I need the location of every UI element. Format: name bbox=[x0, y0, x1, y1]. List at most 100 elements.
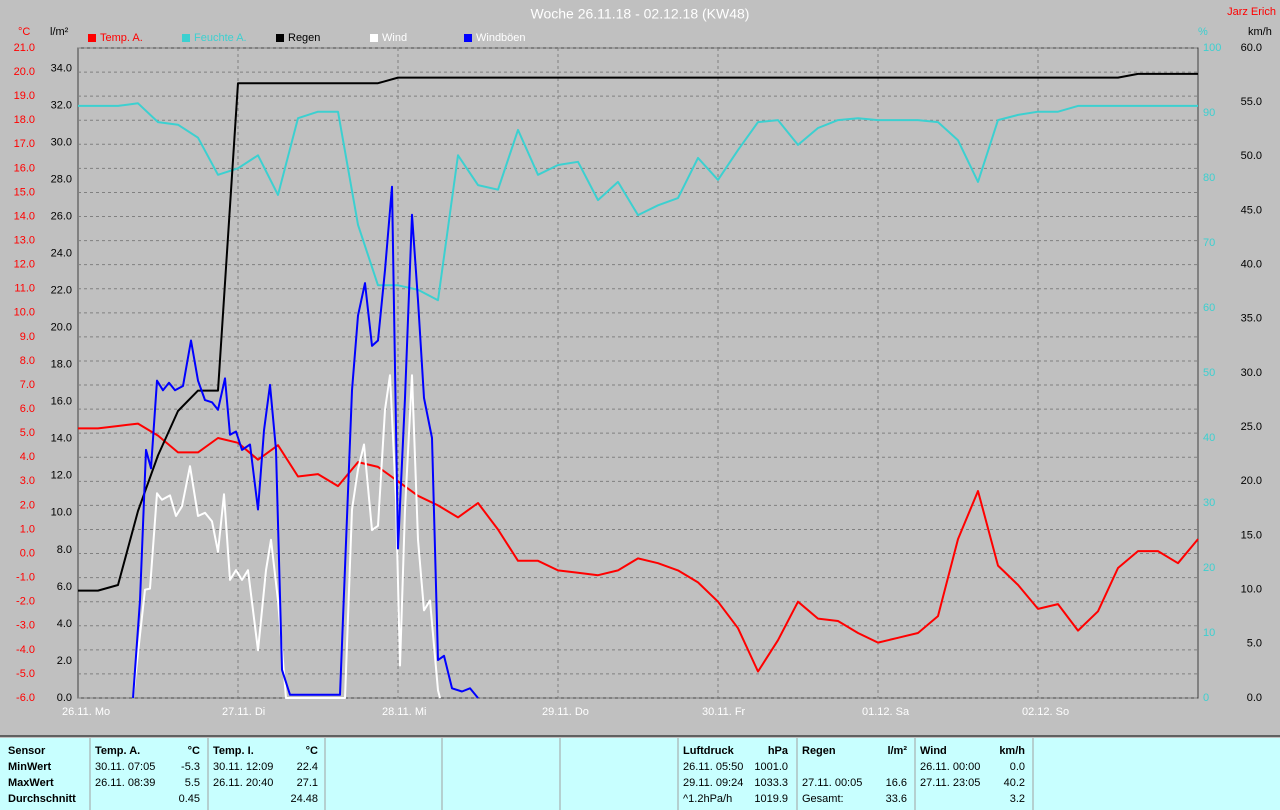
table-cell: Temp. A. bbox=[95, 745, 141, 757]
chart: Woche 26.11.18 - 02.12.18 (KW48) Jarz Er… bbox=[0, 6, 1280, 737]
y3-tick-label: 0 bbox=[1203, 692, 1209, 704]
table-cell: 5.5 bbox=[184, 777, 200, 789]
table-cell: Sensor bbox=[8, 745, 46, 757]
y2-tick-label: 26.0 bbox=[51, 210, 72, 222]
y2-tick-label: 20.0 bbox=[51, 322, 72, 334]
table-cell: 27.11. 00:05 bbox=[802, 777, 863, 789]
y-tick-label: 0.0 bbox=[20, 547, 35, 559]
y2-axis-unit: l/m² bbox=[50, 26, 69, 38]
table-cell: Wind bbox=[920, 745, 947, 757]
y-tick-label: 6.0 bbox=[20, 403, 35, 415]
table-cell: 27.1 bbox=[296, 777, 318, 789]
table-cell: 24.48 bbox=[290, 793, 318, 805]
y2-tick-label: 6.0 bbox=[57, 581, 72, 593]
y-tick-label: 17.0 bbox=[14, 138, 35, 150]
y-tick-label: 12.0 bbox=[14, 259, 35, 271]
y-tick-label: -4.0 bbox=[16, 644, 35, 656]
legend-swatch bbox=[276, 34, 284, 42]
y2-tick-label: 24.0 bbox=[51, 247, 72, 259]
y2-tick-label: 14.0 bbox=[51, 433, 72, 445]
table-cell: km/h bbox=[999, 745, 1025, 757]
y2-tick-label: 16.0 bbox=[51, 396, 72, 408]
y-tick-label: 2.0 bbox=[20, 499, 35, 511]
y-tick-label: 16.0 bbox=[14, 162, 35, 174]
legend-swatch bbox=[464, 34, 472, 42]
table-cell: 30.11. 07:05 bbox=[95, 761, 156, 773]
y-tick-label: -1.0 bbox=[16, 572, 35, 584]
y-tick-label: 20.0 bbox=[14, 66, 35, 78]
y2-tick-label: 18.0 bbox=[51, 359, 72, 371]
y-tick-label: 1.0 bbox=[20, 523, 35, 535]
y4-tick-label: 20.0 bbox=[1241, 475, 1262, 487]
legend-label: Temp. A. bbox=[100, 32, 143, 44]
y-tick-label: 15.0 bbox=[14, 186, 35, 198]
y-tick-label: -5.0 bbox=[16, 668, 35, 680]
table-lines bbox=[89, 738, 1034, 810]
y-tick-label: 7.0 bbox=[20, 379, 35, 391]
y-tick-label: 3.0 bbox=[20, 475, 35, 487]
y3-tick-label: 50 bbox=[1203, 367, 1215, 379]
table-cell: Luftdruck bbox=[683, 745, 734, 757]
stats-table: Sensor MinWert MaxWert Durchschnitt Temp. A.… bbox=[0, 738, 1280, 810]
x-tick-label: 28.11. Mi bbox=[382, 706, 426, 718]
table-cell: Regen bbox=[802, 745, 836, 757]
y-tick-label: 9.0 bbox=[20, 331, 35, 343]
x-tick-label: 01.12. Sa bbox=[862, 706, 910, 718]
y2-tick-label: 4.0 bbox=[57, 618, 72, 630]
y3-tick-label: 90 bbox=[1203, 107, 1215, 119]
legend-label: Windböen bbox=[476, 32, 526, 44]
table-cell: 16.6 bbox=[885, 777, 907, 789]
y3-tick-label: 20 bbox=[1203, 562, 1215, 574]
table-cell: 22.4 bbox=[296, 761, 318, 773]
table-cell: Durchschnitt bbox=[8, 793, 76, 805]
y3-tick-label: 80 bbox=[1203, 172, 1215, 184]
y3-tick-label: 40 bbox=[1203, 432, 1215, 444]
table-cell: 0.0 bbox=[1009, 761, 1025, 773]
y2-tick-label: 22.0 bbox=[51, 284, 72, 296]
y4-tick-label: 15.0 bbox=[1241, 529, 1262, 541]
legend-label: Feuchte A. bbox=[194, 32, 247, 44]
table-cell: ^1.2hPa/h bbox=[683, 793, 733, 805]
table-cell: 29.11. 09:24 bbox=[683, 777, 744, 789]
y-tick-label: 8.0 bbox=[20, 355, 35, 367]
table-cell: Temp. I. bbox=[213, 745, 254, 757]
y4-tick-label: 60.0 bbox=[1241, 42, 1262, 54]
y-axis-unit: °C bbox=[18, 26, 30, 38]
y3-tick-label: 30 bbox=[1203, 497, 1215, 509]
legend-swatch bbox=[88, 34, 96, 42]
table-cell: Gesamt: bbox=[802, 793, 844, 805]
series-line bbox=[78, 72, 1198, 592]
legend-label: Regen bbox=[288, 32, 320, 44]
y-tick-label: 21.0 bbox=[14, 42, 35, 54]
table-cell: 1001.0 bbox=[754, 761, 788, 773]
y4-tick-label: 50.0 bbox=[1241, 150, 1262, 162]
y2-tick-label: 8.0 bbox=[57, 544, 72, 556]
table-cell: 26.11. 05:50 bbox=[683, 761, 744, 773]
author: Jarz Erich bbox=[1227, 6, 1276, 18]
y-tick-label: 13.0 bbox=[14, 234, 35, 246]
table-cell: MaxWert bbox=[8, 777, 54, 789]
y-tick-label: 14.0 bbox=[14, 210, 35, 222]
y4-tick-label: 10.0 bbox=[1241, 584, 1262, 596]
y4-tick-label: 40.0 bbox=[1241, 259, 1262, 271]
y-tick-label: -6.0 bbox=[16, 692, 35, 704]
x-tick-label: 27.11. Di bbox=[222, 706, 265, 718]
y3-tick-label: 10 bbox=[1203, 627, 1215, 639]
table-cell: °C bbox=[187, 745, 200, 757]
y-tick-label: -3.0 bbox=[16, 620, 35, 632]
table-cell: MinWert bbox=[8, 761, 52, 773]
y4-tick-label: 0.0 bbox=[1247, 692, 1262, 704]
table-cell: 33.6 bbox=[885, 793, 907, 805]
x-tick-label: 29.11. Do bbox=[542, 706, 589, 718]
y-tick-label: 19.0 bbox=[14, 90, 35, 102]
y-tick-label: 4.0 bbox=[20, 451, 35, 463]
table-cell: 30.11. 12:09 bbox=[213, 761, 274, 773]
table-cell: 26.11. 20:40 bbox=[213, 777, 274, 789]
table-cell: 1019.9 bbox=[754, 793, 788, 805]
table-cell: 0.45 bbox=[178, 793, 200, 805]
y4-tick-label: 5.0 bbox=[1247, 638, 1262, 650]
table-cell: 1033.3 bbox=[754, 777, 788, 789]
series-line bbox=[78, 102, 1198, 302]
y3-axis-unit: % bbox=[1198, 26, 1208, 38]
table-cell: °C bbox=[305, 745, 318, 757]
